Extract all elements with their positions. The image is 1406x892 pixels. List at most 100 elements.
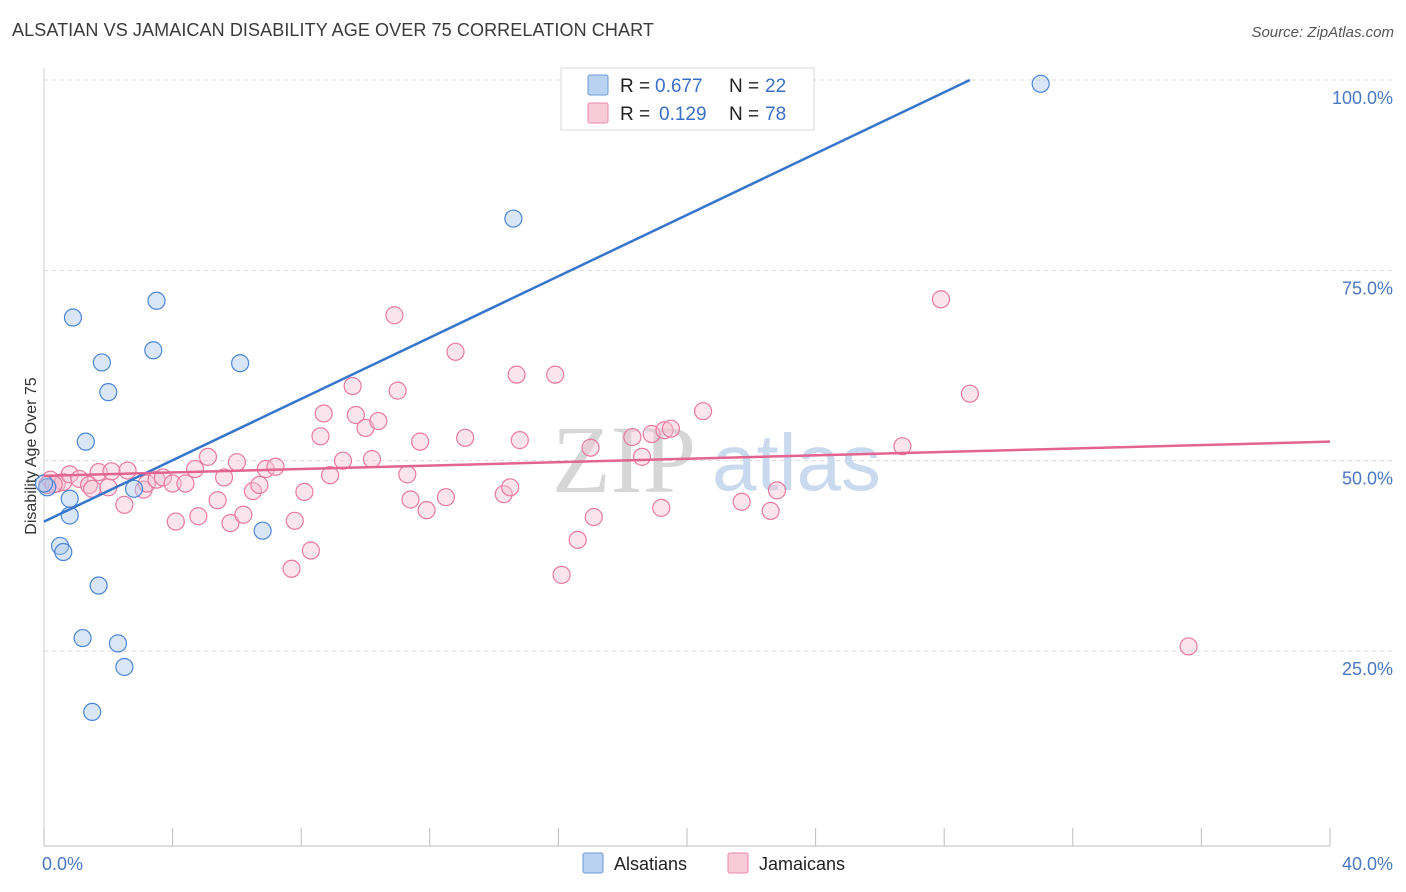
jamaicans-point [767, 481, 787, 500]
jamaicans-point [510, 431, 529, 450]
jamaicans-point [102, 462, 121, 481]
jamaicans-point [661, 419, 681, 438]
legend-n-value-jamaicans: 78 [765, 104, 786, 125]
jamaicans-point [343, 376, 362, 396]
alsatians-point [76, 432, 95, 451]
watermark-atlas: atlas [712, 418, 881, 507]
jamaicans-point [295, 482, 314, 501]
legend-swatch-jamaicans [587, 102, 609, 124]
jamaicans-point [115, 495, 134, 514]
jamaicans-point [401, 490, 420, 509]
legend-r-label-alsatians: R = [620, 76, 650, 97]
legend-r-value-alsatians: 0.677 [655, 76, 703, 97]
y-tick-labels: 25.0% 50.0% 75.0% 100.0% [1332, 88, 1393, 679]
alsatians-point [115, 657, 134, 677]
jamaicans-point [198, 447, 218, 466]
alsatians-point [147, 291, 166, 310]
jamaicans-point [186, 459, 205, 479]
jamaicans-point [282, 559, 301, 578]
jamaicans-point [893, 437, 912, 456]
jamaicans-point [446, 342, 465, 361]
alsatians-point [144, 341, 163, 360]
jamaicans-point [311, 427, 330, 446]
y-axis-label: Disability Age Over 75 [23, 377, 40, 535]
series-legend: Alsatians Jamaicans [582, 852, 845, 874]
x-tick-label-min: 0.0% [42, 854, 83, 874]
jamaicans-point [456, 428, 475, 447]
jamaicans-point [346, 405, 365, 425]
jamaicans-point [118, 461, 137, 480]
jamaicans-point [655, 421, 674, 440]
jamaicans-point [227, 453, 246, 472]
series-legend-label-alsatians: Alsatians [614, 854, 687, 874]
x-axis-ticks [43, 828, 1331, 846]
jamaicans-point [208, 491, 227, 510]
jamaicans-point [931, 290, 951, 309]
jamaicans-point [266, 457, 285, 476]
jamaicans-point [546, 365, 565, 384]
chart-source: Source: ZipAtlas.com [1251, 24, 1394, 41]
jamaicans-point [693, 402, 713, 421]
alsatians-point [83, 702, 102, 722]
jamaicans-point [960, 384, 980, 403]
chart-title: ALSATIAN VS JAMAICAN DISABILITY AGE OVER… [12, 20, 654, 40]
alsatians-point [108, 634, 128, 653]
alsatians-point [231, 354, 250, 373]
jamaicans-point [388, 381, 407, 400]
jamaicans-point [507, 365, 526, 384]
alsatians-point [60, 489, 79, 508]
legend-n-value-alsatians: 22 [765, 76, 786, 97]
y-tick-label: 75.0% [1342, 278, 1393, 298]
alsatians-point [63, 308, 83, 327]
legend-n-label-jamaicans: N = [729, 104, 759, 125]
y-tick-label: 100.0% [1332, 88, 1393, 108]
alsatians-point [73, 628, 92, 648]
jamaicans-point [385, 306, 404, 325]
jamaicans-point [189, 507, 208, 526]
jamaicans-point [1179, 637, 1198, 656]
alsatians-point [253, 521, 272, 540]
alsatians-point [124, 479, 144, 498]
legend-n-label-alsatians: N = [729, 76, 759, 97]
jamaicans-point [234, 505, 253, 524]
alsatians-point [504, 209, 523, 228]
jamaicans-point [166, 512, 185, 531]
jamaicans-point [314, 404, 333, 423]
alsatians-point [1031, 74, 1050, 93]
jamaicans-point [732, 492, 751, 511]
jamaicans-point [250, 475, 269, 495]
jamaicans-point [369, 411, 388, 431]
jamaicans-point [411, 432, 430, 451]
stats-legend: R = 0.677 N = 22 R = 0.129 N = 78 [560, 67, 815, 131]
jamaicans-point [584, 507, 603, 527]
legend-r-value-jamaicans: 0.129 [659, 104, 707, 125]
alsatians-point [89, 576, 108, 595]
jamaicans-point [652, 498, 671, 517]
jamaicans-point [362, 450, 382, 469]
jamaicans-trend-line [43, 440, 1331, 478]
jamaicans-point [417, 501, 436, 520]
x-tick-label-max: 40.0% [1342, 854, 1393, 874]
alsatians-trend-line [43, 78, 971, 523]
legend-swatch-alsatians [587, 74, 609, 96]
alsatians-point [54, 542, 73, 562]
series-legend-label-jamaicans: Jamaicans [759, 854, 845, 874]
jamaicans-point [761, 501, 780, 521]
jamaicans-point [301, 541, 320, 560]
jamaicans-point [501, 478, 520, 497]
alsatians-point [92, 353, 111, 372]
jamaicans-point [581, 438, 600, 457]
jamaicans-point [552, 565, 571, 584]
jamaicans-point [321, 466, 340, 485]
jamaicans-point [568, 530, 587, 549]
jamaicans-point [398, 465, 417, 484]
legend-r-label-jamaicans: R = [620, 104, 650, 125]
jamaicans-point [176, 474, 195, 493]
series-legend-swatch-alsatians [582, 852, 604, 874]
jamaicans-point [163, 474, 182, 493]
alsatians-points [34, 74, 1050, 722]
y-tick-label: 25.0% [1342, 659, 1393, 679]
jamaicans-point [285, 511, 304, 530]
jamaicans-point [436, 488, 455, 507]
